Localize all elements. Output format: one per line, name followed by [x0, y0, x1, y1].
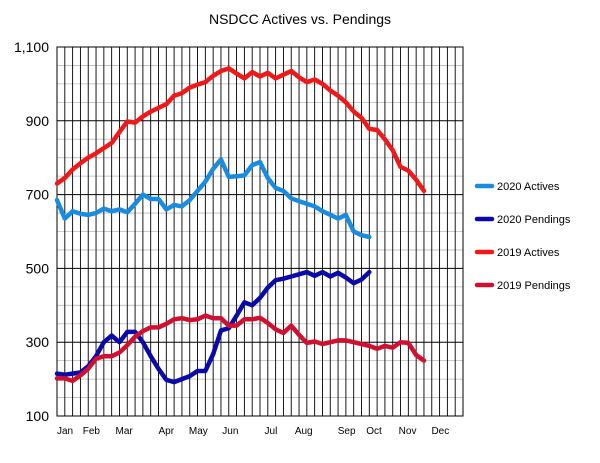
y-tick-label: 300: [26, 334, 50, 350]
x-tick-label: Aug: [295, 426, 313, 437]
series-line-2019-actives: [54, 66, 427, 194]
x-tick-label: Feb: [83, 426, 101, 437]
x-tick-label: May: [189, 426, 208, 437]
series-lines: [54, 66, 427, 385]
y-tick-label: 1,100: [14, 39, 49, 55]
x-tick-label: Jul: [265, 426, 278, 437]
legend-label: 2020 Actives: [497, 181, 560, 193]
x-tick-label: Nov: [399, 426, 417, 437]
x-tick-label: Apr: [159, 426, 175, 437]
grid-vertical: [56, 47, 464, 416]
x-tick-label: Jan: [57, 426, 73, 437]
chart-title: NSDCC Actives vs. Pendings: [209, 11, 391, 27]
series-line-2019-pendings: [54, 313, 427, 384]
series-line-2020-pendings: [54, 269, 372, 385]
plot-frame: [56, 46, 464, 417]
legend-label: 2020 Pendings: [497, 214, 571, 226]
x-tick-label: Mar: [116, 426, 134, 437]
y-tick-label: 700: [26, 187, 50, 203]
legend: 2020 Actives 2020 Pendings 2019 Actives 201…: [474, 181, 571, 292]
x-tick-label: Sep: [338, 426, 356, 437]
x-tick-label: Oct: [366, 426, 382, 437]
y-tick-label: 500: [26, 260, 50, 276]
legend-label: 2019 Actives: [497, 247, 560, 259]
y-tick-label: 900: [26, 113, 50, 129]
series-line-2020-actives: [54, 157, 372, 240]
x-tick-label: Jun: [222, 426, 238, 437]
x-axis-ticks: Jan Feb Mar Apr May Jun Jul Aug Sep Oct Nov Dec: [57, 426, 449, 437]
legend-label: 2019 Pendings: [497, 280, 571, 292]
x-tick-label: Dec: [431, 426, 449, 437]
y-axis-ticks: 100 300 500 700 900 1,100: [14, 39, 49, 424]
y-tick-label: 100: [26, 408, 50, 424]
